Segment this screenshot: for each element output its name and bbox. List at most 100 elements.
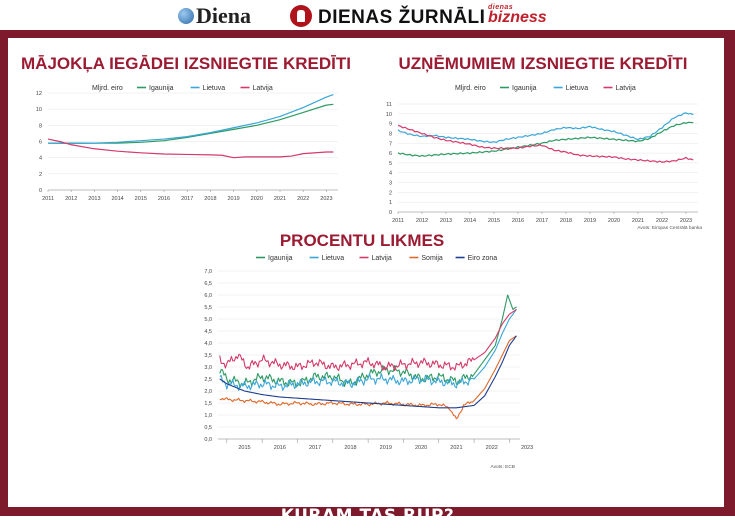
y-tick-label: 5,0 [204,317,212,323]
y-tick-label: 0 [39,188,42,194]
series-line-lietuva [219,309,517,392]
x-tick-label: 2018 [204,196,216,202]
y-tick-label: 2 [389,190,392,196]
x-tick-label: 2011 [392,218,404,224]
y-tick-label: 7,0 [204,269,212,275]
x-tick-label: 2019 [584,218,596,224]
y-tick-label: 6,0 [204,293,212,299]
x-tick-label: 2016 [512,218,524,224]
infographic-panel: MĀJOKĻA IEGĀDEI IZSNIEGTIE KREDĪTI Mljrd.… [8,38,724,507]
x-tick-label: 2014 [111,196,123,202]
y-tick-label: 1 [389,200,392,206]
x-tick-label: 2021 [274,196,286,202]
y-tick-label: 4,0 [204,341,212,347]
x-tick-label: 2021 [450,445,462,451]
legend-label-2: Latvija [372,255,392,262]
legend-label-0: Igaunija [512,85,537,92]
y-tick-label: 4,5 [204,329,212,335]
y-tick-label: 4 [389,171,392,177]
series-line-latvija [47,138,334,159]
x-tick-label: 2020 [608,218,620,224]
unit-label: Mljrd. eiro [92,85,123,92]
x-tick-label: 2019 [227,196,239,202]
diena-logo[interactable]: Diena [178,3,251,29]
y-tick-label: 2,5 [204,377,212,383]
y-tick-label: 7 [389,141,392,147]
x-tick-label: 2017 [536,218,548,224]
x-tick-label: 2014 [464,218,476,224]
chart-title: UZŅĒMUMIEM IZSNIEGTIE KREDĪTI [399,54,688,73]
y-tick-label: 10 [386,112,392,118]
x-tick-label: 2016 [274,445,286,451]
diena-logo-text: Diena [196,3,251,28]
x-tick-label: 2015 [238,445,250,451]
legend-label-4: Eiro zona [468,255,498,262]
legend-label-1: Lietuva [203,85,226,92]
x-tick-label: 2016 [158,196,170,202]
x-tick-label: 2012 [416,218,428,224]
x-tick-label: 2023 [521,445,533,451]
series-line-latvija [219,308,517,372]
legend-label-1: Lietuva [322,255,345,262]
y-tick-label: 3 [389,181,392,187]
y-tick-label: 11 [386,102,392,108]
series-line-igaunija [397,121,694,158]
series-line-latvija [397,124,694,163]
y-tick-label: 6 [389,151,392,157]
y-tick-label: 2 [39,172,42,178]
dienas-bizness-logo[interactable]: dienas bizness [488,4,547,26]
unit-label: Mljrd. eiro [455,85,486,92]
x-tick-label: 2017 [309,445,321,451]
legend-label-0: Igaunija [268,255,293,262]
y-tick-label: 6 [39,140,42,146]
series-line-igaunija [48,103,334,144]
zurnali-icon [290,5,312,27]
y-tick-label: 8 [39,123,42,129]
x-tick-label: 2015 [135,196,147,202]
y-tick-label: 3,0 [204,365,212,371]
x-tick-label: 2023 [680,218,692,224]
x-tick-label: 2011 [42,196,54,202]
x-tick-label: 2015 [488,218,500,224]
series-line-lietuva [397,112,694,143]
series-line-eiro-zona [219,335,517,409]
y-tick-label: 1,0 [204,413,212,419]
y-tick-label: 8 [389,131,392,137]
chart-1: MĀJOKĻA IEGĀDEI IZSNIEGTIE KREDĪTI Mljrd.… [21,54,351,202]
x-tick-label: 2022 [297,196,309,202]
y-tick-label: 0,5 [204,425,212,431]
bizness-logo-small-text: dienas [488,4,514,11]
legend-label-2: Latvija [616,85,636,92]
y-tick-label: 1,5 [204,401,212,407]
infographic-frame: MĀJOKĻA IEGĀDEI IZSNIEGTIE KREDĪTI Mljrd.… [0,30,735,526]
y-tick-label: 6,5 [204,281,212,287]
y-tick-label: 3,5 [204,353,212,359]
series-line-lietuva [47,94,334,145]
legend-label-0: Igaunija [149,85,174,92]
legend-label-1: Lietuva [566,85,589,92]
y-tick-label: 10 [36,107,42,113]
y-tick-label: 0,0 [204,437,212,443]
chart-title: PROCENTU LIKMES [280,231,444,250]
globe-icon [178,8,194,24]
x-tick-label: 2017 [181,196,193,202]
legend-label-3: Somija [421,255,443,262]
zurnali-logo-text: DIENAS ŽURNĀLI [318,7,486,28]
chart-2: UZŅĒMUMIEM IZSNIEGTIE KREDĪTI Mljrd. eiro… [386,54,702,231]
publisher-bar: Diena DIENAS ŽURNĀLI dienas bizness [0,0,735,31]
x-tick-label: 2018 [344,445,356,451]
y-tick-label: 2,0 [204,389,212,395]
dienas-zurnali-logo[interactable]: DIENAS ŽURNĀLI [290,5,485,29]
source-note: Avots: Eiropas Centrālā banka [637,225,702,231]
x-tick-label: 2020 [251,196,263,202]
x-tick-label: 2020 [415,445,427,451]
legend-label-2: Latvija [253,85,273,92]
x-tick-label: 2013 [88,196,100,202]
x-tick-label: 2012 [65,196,77,202]
chart-title: MĀJOKĻA IEGĀDEI IZSNIEGTIE KREDĪTI [21,54,351,73]
x-tick-label: 2021 [632,218,644,224]
series-line-igaunija [219,294,517,389]
y-tick-label: 0 [389,210,392,216]
chart-3: PROCENTU LIKMES Igaunija Lietuva Latvija Som… [204,231,533,470]
y-tick-label: 4 [39,156,42,162]
